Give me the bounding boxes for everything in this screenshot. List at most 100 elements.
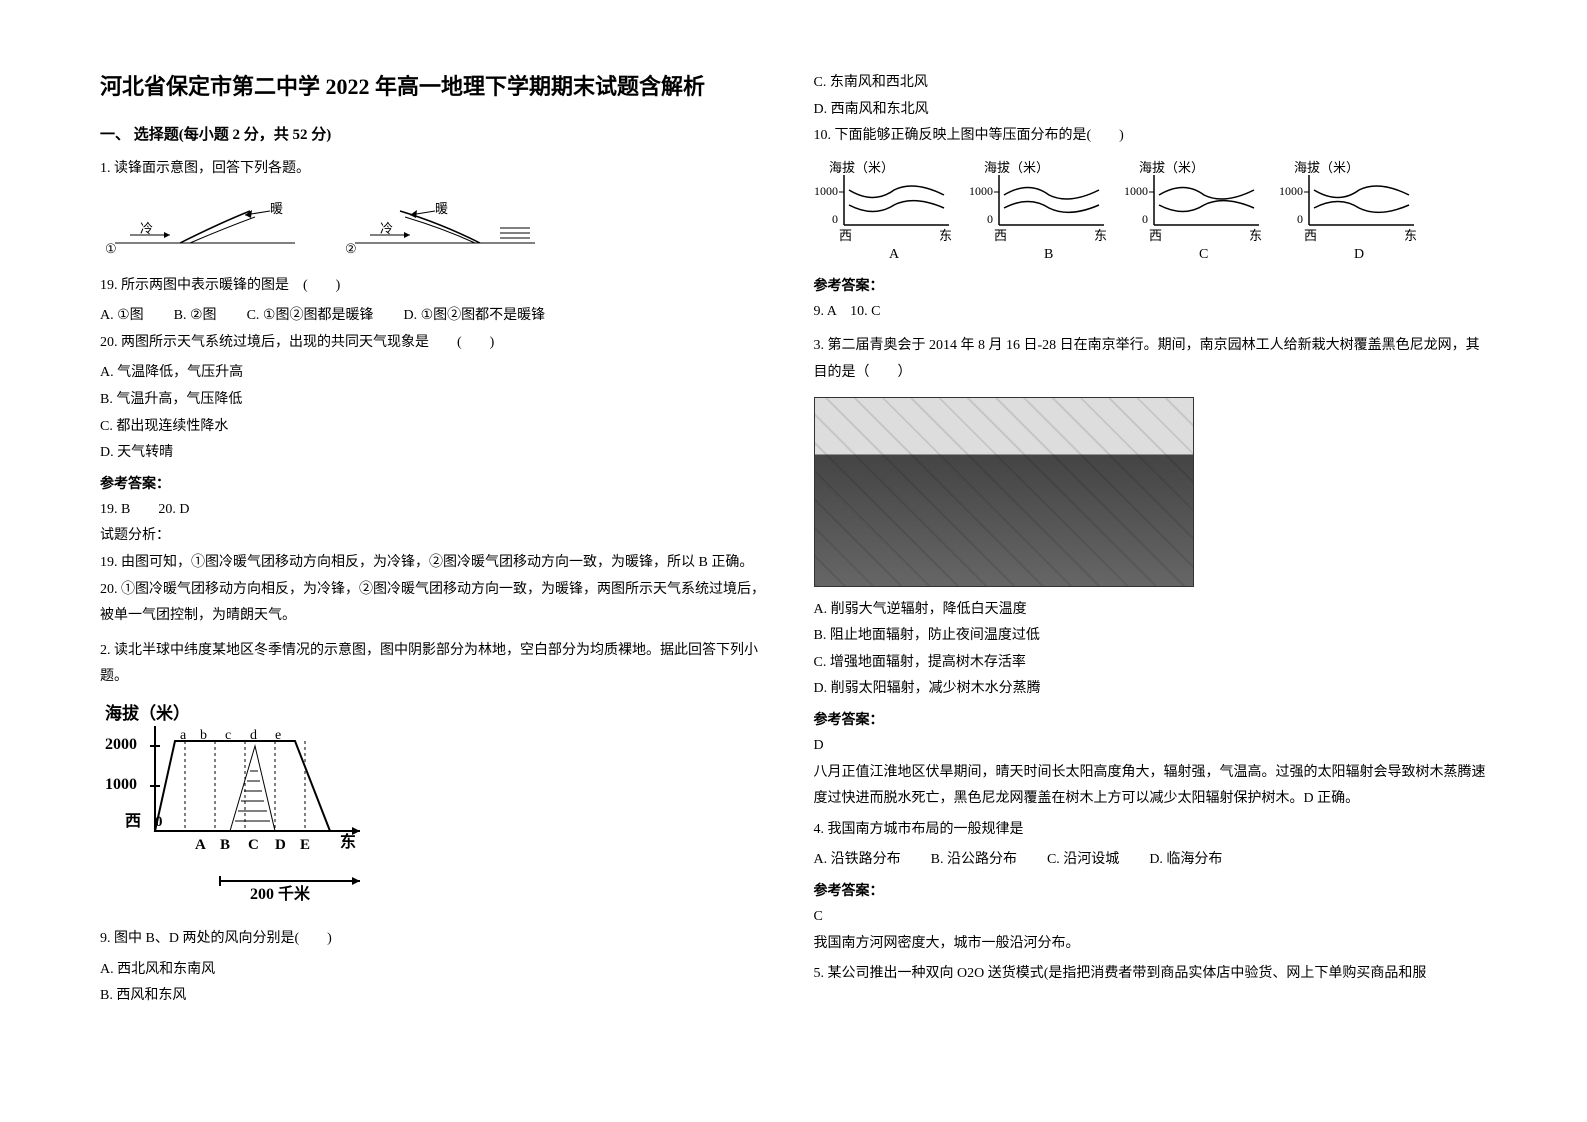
option: C. ①图②图都是暖锋 [247,303,374,330]
option: C. 沿河设城 [1047,847,1119,874]
svg-text:1000: 1000 [105,776,137,793]
option: D. 西南风和东北风 [814,97,1137,124]
svg-text:E: E [300,837,310,853]
svg-text:暖: 暖 [435,201,448,216]
svg-text:200 千米: 200 千米 [250,884,311,903]
svg-text:1000: 1000 [969,184,993,198]
svg-text:b: b [200,728,207,743]
option: B. 沿公路分布 [931,847,1017,874]
svg-text:1000: 1000 [1124,184,1148,198]
q3-photo [814,397,1194,587]
svg-text:海拔（米）: 海拔（米） [984,160,1049,175]
q4-intro: 4. 我国南方城市布局的一般规律是 [814,817,1488,844]
svg-text:1000: 1000 [1279,184,1303,198]
q5-intro: 5. 某公司推出一种双向 O2O 送货模式(是指把消费者带到商品实体店中验货、网… [814,961,1488,988]
option: D. 临海分布 [1149,847,1222,874]
svg-text:a: a [180,728,187,743]
svg-text:D: D [1354,247,1364,260]
svg-text:①: ① [105,241,117,256]
mini-chart-d: 海拔（米） 1000 0 西 东 D [1279,160,1424,265]
page-title: 河北省保定市第二中学 2022 年高一地理下学期期末试题含解析 [100,70,774,103]
svg-text:冷: 冷 [140,221,153,236]
mini-chart-a: 海拔（米） 1000 0 西 东 A [814,160,959,265]
right-column: C. 东南风和西北风 D. 西南风和东北风 10. 下面能够正确反映上图中等压面… [814,70,1488,1052]
q4-explanation: 我国南方河网密度大，城市一般沿河分布。 [814,931,1488,958]
q2-intro: 2. 读北半球中纬度某地区冬季情况的示意图，图中阴影部分为林地，空白部分为均质裸… [100,638,774,691]
analysis-header: 试题分析： [100,523,774,550]
svg-text:0: 0 [1142,212,1148,226]
svg-text:0: 0 [832,212,838,226]
option: D. 削弱太阳辐射，减少树木水分蒸腾 [814,676,1137,703]
option: A. 气温降低，气压升高 [100,360,423,387]
svg-text:海拔（米）: 海拔（米） [1139,160,1204,175]
svg-text:B: B [1044,247,1053,260]
q1-intro: 1. 读锋面示意图，回答下列各题。 [100,156,774,183]
svg-text:A: A [195,837,206,853]
svg-text:东: 东 [1249,228,1262,243]
q9-options-cont: C. 东南风和西北风 D. 西南风和东北风 [814,70,1488,123]
left-column: 河北省保定市第二中学 2022 年高一地理下学期期末试题含解析 一、 选择题(每… [100,70,774,1052]
analysis-20: 20. ①图冷暖气团移动方向相反，为冷锋，②图冷暖气团移动方向一致，为暖锋，两图… [100,577,774,630]
option: A. 削弱大气逆辐射，降低白天温度 [814,597,1137,624]
svg-text:C: C [1199,247,1208,260]
svg-text:海拔（米）: 海拔（米） [105,703,190,723]
svg-text:A: A [889,247,900,260]
q9-text: 9. 图中 B、D 两处的风向分别是( ) [100,926,774,953]
answer-header: 参考答案： [100,473,774,493]
option: A. 沿铁路分布 [814,847,901,874]
svg-text:②: ② [345,241,357,256]
svg-text:0: 0 [987,212,993,226]
svg-text:西: 西 [125,812,141,830]
q3-explanation: 八月正值江淮地区伏旱期间，晴天时间长太阳高度角大，辐射强，气温高。过强的太阳辐射… [814,760,1488,813]
diagram-2: 冷 暖 ② [340,193,540,263]
mini-chart-b: 海拔（米） 1000 0 西 东 B [969,160,1114,265]
svg-text:d: d [250,728,257,743]
svg-text:西: 西 [1304,228,1317,243]
q3-answer: D [814,733,1488,760]
q10-text: 10. 下面能够正确反映上图中等压面分布的是( ) [814,123,1488,150]
q4-options: A. 沿铁路分布 B. 沿公路分布 C. 沿河设城 D. 临海分布 [814,847,1488,874]
svg-text:c: c [225,728,231,743]
q1-answers: 19. B 20. D [100,497,774,524]
q19-options: A. ①图 B. ②图 C. ①图②图都是暖锋 D. ①图②图都不是暖锋 [100,303,774,330]
q19-text: 19. 所示两图中表示暖锋的图是 ( ) [100,273,774,300]
q3-intro: 3. 第二届青奥会于 2014 年 8 月 16 日-28 日在南京举行。期间，… [814,333,1488,386]
svg-text:B: B [220,837,230,853]
option: C. 增强地面辐射，提高树木存活率 [814,650,1137,677]
svg-text:0: 0 [155,814,163,830]
svg-text:海拔（米）: 海拔（米） [829,160,894,175]
q20-text: 20. 两图所示天气系统过境后，出现的共同天气现象是 ( ) [100,330,774,357]
svg-text:C: C [248,837,259,853]
q3-options: A. 削弱大气逆辐射，降低白天温度 B. 阻止地面辐射，防止夜间温度过低 C. … [814,597,1488,703]
svg-text:西: 西 [1149,228,1162,243]
svg-text:东: 东 [1404,228,1417,243]
svg-text:0: 0 [1297,212,1303,226]
option: D. 天气转晴 [100,440,423,467]
q20-options: A. 气温降低，气压升高 B. 气温升高，气压降低 C. 都出现连续性降水 D.… [100,360,774,466]
q2-chart: 海拔（米） 2000 1000 a b [100,701,774,916]
q1-diagrams: 冷 暖 ① 冷 暖 ② [100,193,774,263]
option: A. ①图 [100,303,144,330]
q4-answer: C [814,904,1488,931]
option: D. ①图②图都不是暖锋 [403,303,545,330]
answer-header: 参考答案： [814,709,1488,729]
svg-text:1000: 1000 [814,184,838,198]
option: C. 东南风和西北风 [814,70,1137,97]
svg-text:东: 东 [340,832,356,851]
option: B. 西风和东风 [100,983,423,1010]
q10-charts: 海拔（米） 1000 0 西 东 A 海拔（米） 1000 0 [814,160,1488,265]
svg-text:D: D [275,837,286,853]
svg-text:e: e [275,728,281,743]
analysis-19: 19. 由图可知，①图冷暖气团移动方向相反，为冷锋，②图冷暖气团移动方向一致，为… [100,550,774,577]
svg-text:东: 东 [1094,228,1107,243]
q9-options: A. 西北风和东南风 B. 西风和东风 [100,957,774,1010]
diagram-1: 冷 暖 ① [100,193,300,263]
svg-text:东: 东 [939,228,952,243]
svg-text:西: 西 [994,228,1007,243]
option: B. 阻止地面辐射，防止夜间温度过低 [814,623,1137,650]
answer-header: 参考答案： [814,880,1488,900]
svg-text:2000: 2000 [105,736,137,753]
svg-text:海拔（米）: 海拔（米） [1294,160,1359,175]
svg-text:冷: 冷 [380,221,393,236]
svg-text:西: 西 [839,228,852,243]
